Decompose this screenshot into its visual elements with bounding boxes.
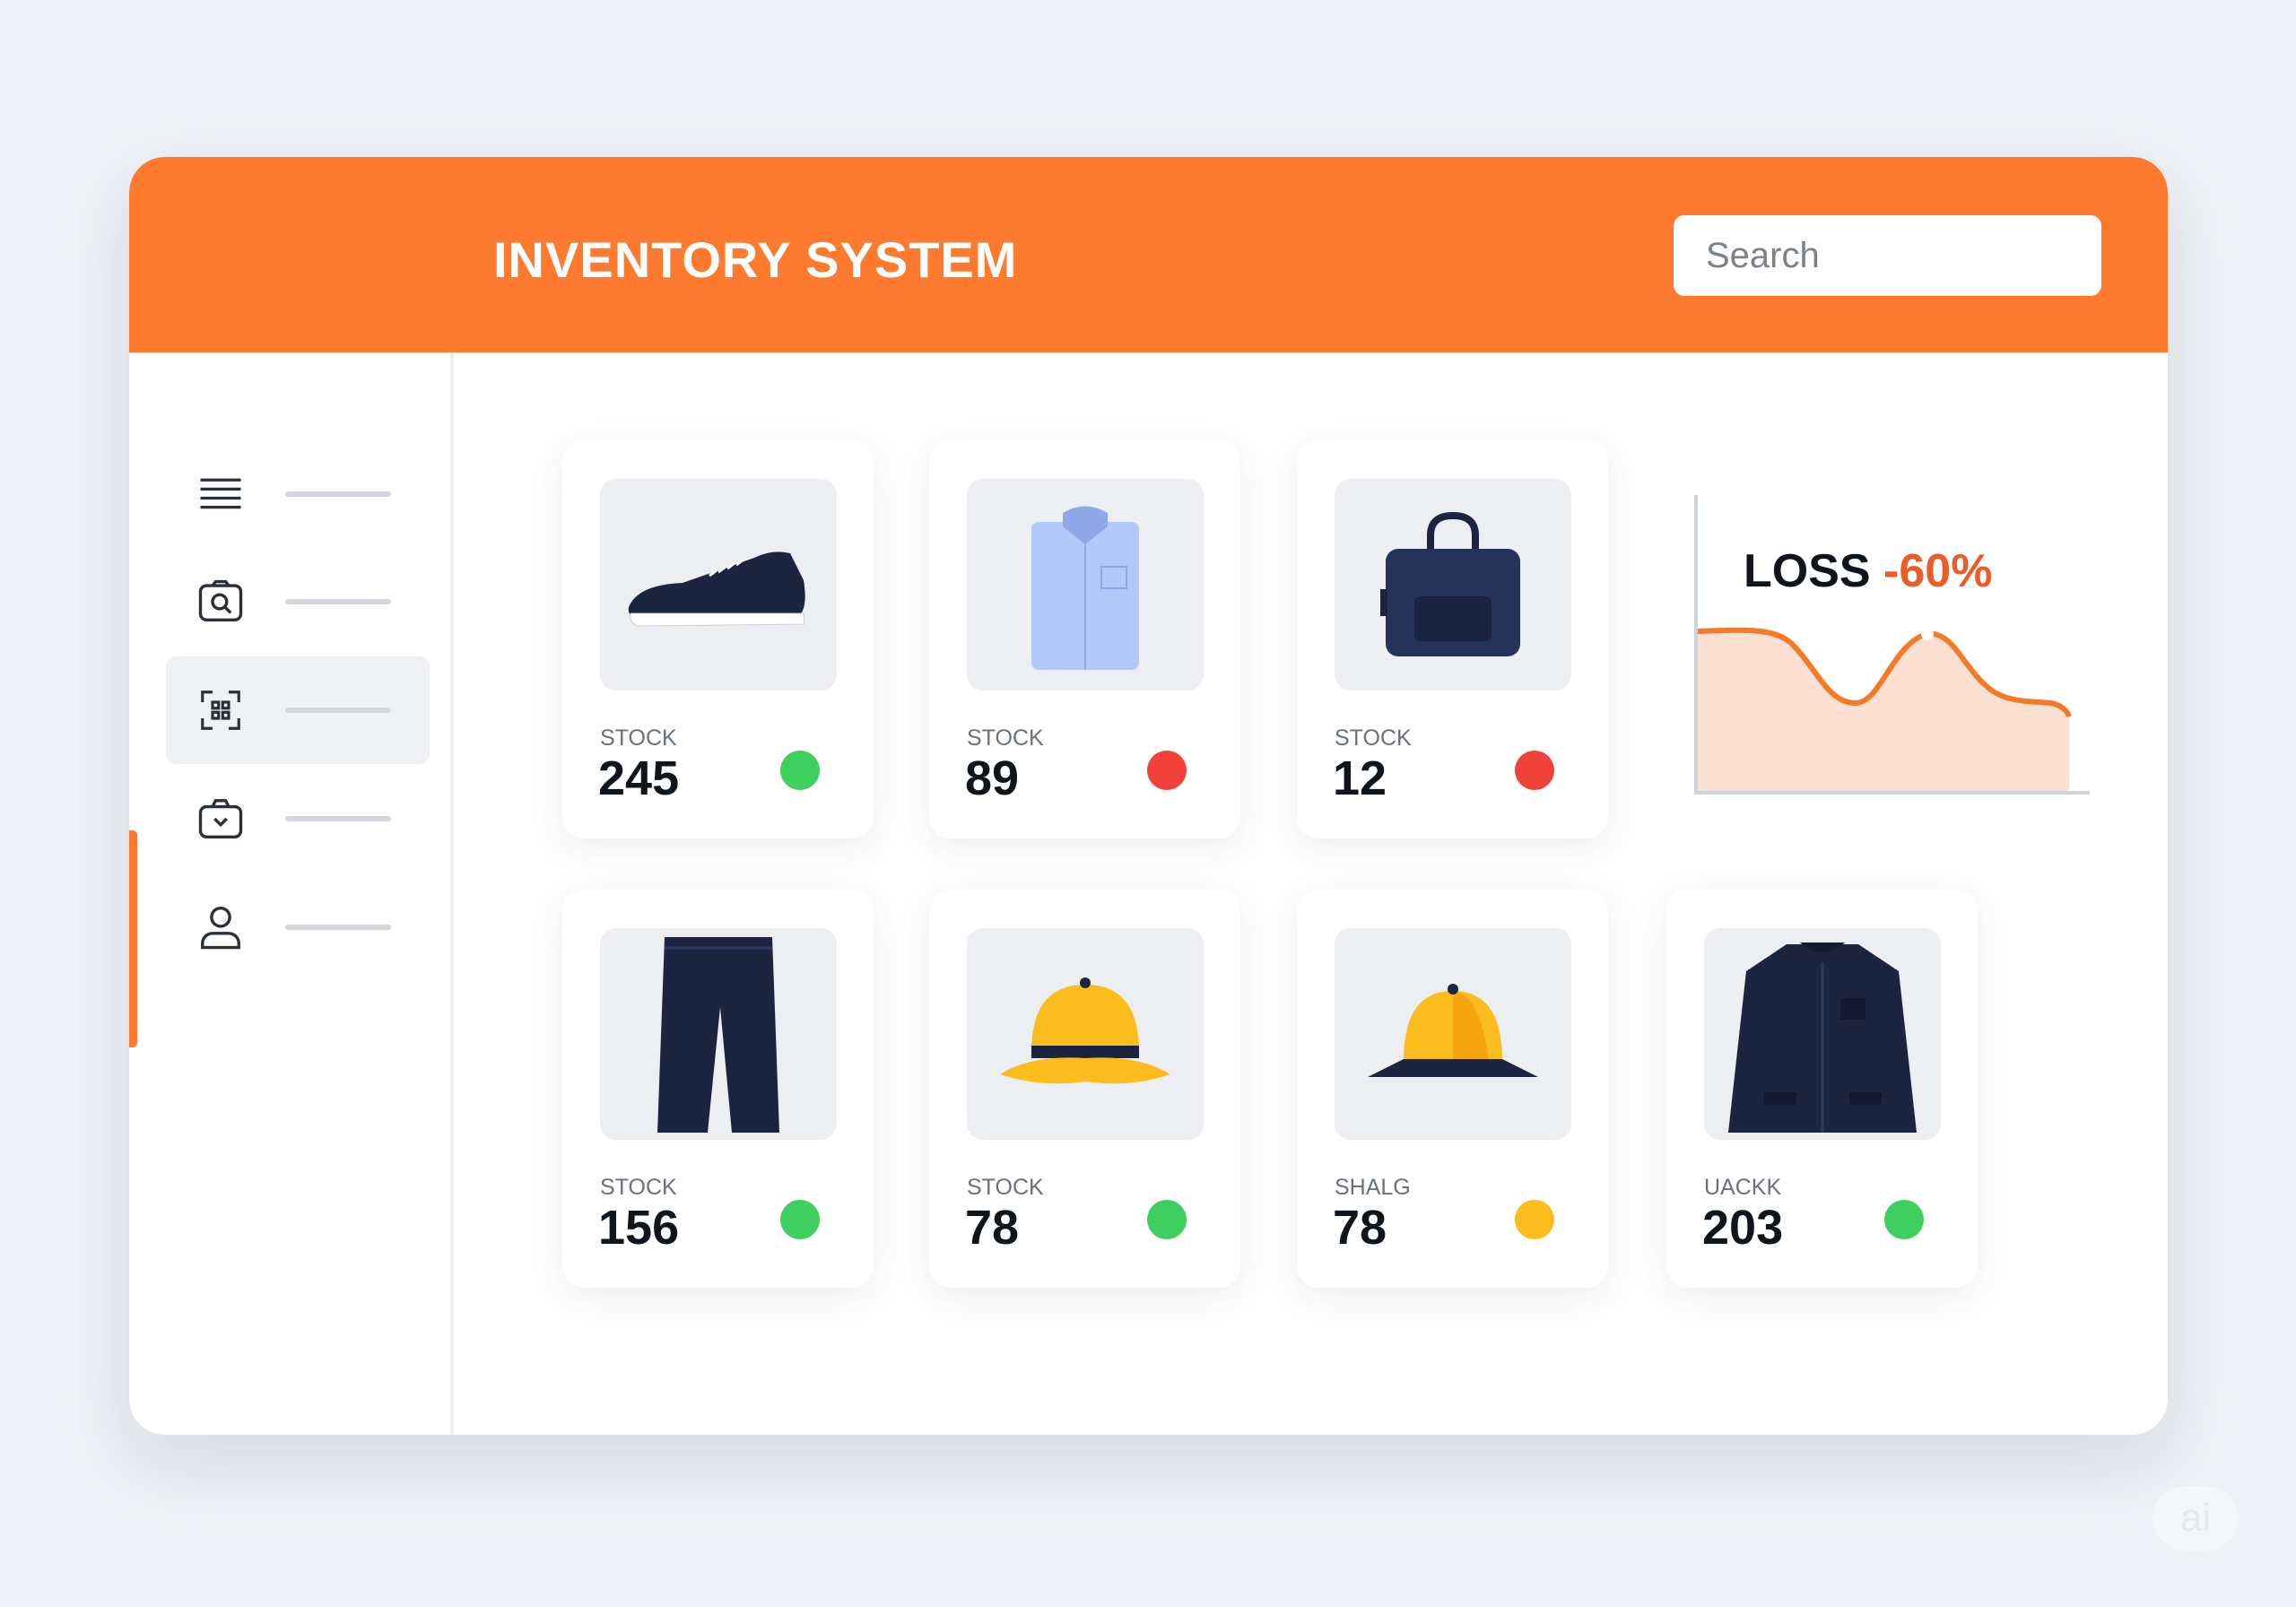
- sidebar-label-placeholder: [285, 708, 391, 713]
- stock-label: UACKK: [1704, 1175, 1782, 1200]
- peak-marker: [1921, 628, 1934, 640]
- product-card-bag[interactable]: STOCK 12: [1297, 440, 1608, 838]
- stock-value: 245: [598, 751, 680, 805]
- watermark-badge: ai: [2152, 1486, 2239, 1551]
- jacket-image: [1704, 928, 1941, 1140]
- user-icon: [201, 906, 240, 950]
- stock-label: STOCK: [967, 1175, 1044, 1200]
- camera-icon: [198, 799, 243, 838]
- product-card-shirt[interactable]: STOCK 89: [929, 440, 1240, 838]
- stock-label: SHALG: [1335, 1175, 1411, 1200]
- app-title: INVENTORY SYSTEM: [493, 231, 1018, 288]
- sidebar-item-camera[interactable]: [166, 765, 430, 873]
- status-dot-green: [1884, 1200, 1924, 1239]
- stock-value: 12: [1333, 751, 1387, 805]
- cap-image: [967, 928, 1204, 1140]
- search-box[interactable]: [1674, 215, 2168, 296]
- product-card-sneaker[interactable]: STOCK 245: [562, 440, 874, 838]
- product-card-hat[interactable]: SHALG 78: [1297, 890, 1608, 1288]
- loss-label: LOSS: [1744, 545, 1871, 597]
- stock-label: STOCK: [1335, 725, 1412, 751]
- photo-search-icon: [198, 579, 243, 621]
- loss-title: LOSS -60%: [1744, 544, 1992, 598]
- pants-image: [600, 928, 837, 1140]
- status-dot-red: [1147, 751, 1187, 790]
- shirt-image: [967, 479, 1204, 691]
- sidebar-item-scan[interactable]: [166, 656, 430, 764]
- sidebar-label-placeholder: [285, 599, 391, 604]
- sidebar-item-user[interactable]: [166, 873, 430, 981]
- search-input[interactable]: [1706, 235, 2168, 276]
- stock-value: 78: [965, 1201, 1020, 1255]
- stock-value: 89: [965, 751, 1020, 805]
- status-dot-green: [780, 1200, 820, 1239]
- product-card-cap[interactable]: STOCK 78: [929, 890, 1240, 1288]
- bag-image: [1335, 479, 1571, 691]
- active-indicator: [129, 830, 137, 1047]
- product-card-jacket[interactable]: UACKK 203: [1666, 890, 1978, 1288]
- hat-image: [1335, 928, 1571, 1140]
- status-dot-red: [1515, 751, 1554, 790]
- loss-value: -60%: [1883, 545, 1993, 597]
- sidebar-item-menu[interactable]: [166, 440, 430, 548]
- stock-label: STOCK: [600, 725, 677, 751]
- sidebar-label-placeholder: [285, 816, 391, 821]
- menu-icon: [200, 478, 241, 509]
- stock-label: STOCK: [967, 725, 1044, 751]
- stock-label: STOCK: [600, 1175, 677, 1200]
- app-window: INVENTORY SYSTEM: [129, 157, 2168, 1435]
- status-dot-yellow: [1515, 1200, 1554, 1239]
- sidebar: [129, 352, 454, 1435]
- loss-sparkline: [1694, 495, 2090, 795]
- product-card-pants[interactable]: STOCK 156: [562, 890, 874, 1288]
- sneaker-image: [600, 479, 837, 691]
- sidebar-label-placeholder: [285, 925, 391, 930]
- loss-widget: LOSS -60%: [1692, 495, 2090, 796]
- status-dot-green: [780, 751, 820, 790]
- sidebar-label-placeholder: [285, 491, 391, 497]
- stock-value: 203: [1702, 1201, 1784, 1255]
- sidebar-item-photo-search[interactable]: [166, 548, 430, 656]
- stock-value: 78: [1333, 1201, 1387, 1255]
- scan-icon: [201, 691, 240, 730]
- stock-value: 156: [598, 1201, 680, 1255]
- status-dot-green: [1147, 1200, 1187, 1239]
- header: INVENTORY SYSTEM: [129, 157, 2168, 352]
